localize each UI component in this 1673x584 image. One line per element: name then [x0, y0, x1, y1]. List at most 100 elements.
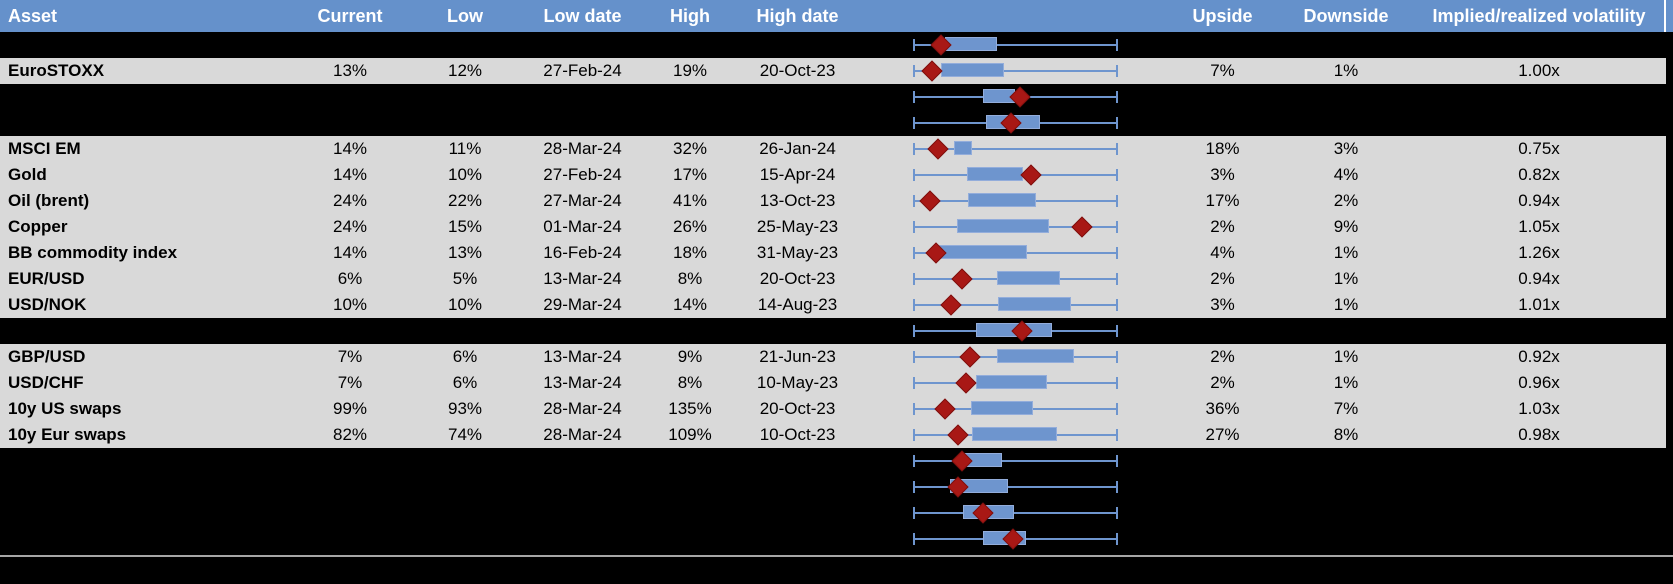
table-row: EUR/USD 6% 5% 13-Mar-24 8% 20-Oct-23 2% 1% 0.94x: [0, 266, 1666, 292]
header-current: Current: [317, 6, 383, 26]
cell-low-date: 28-Mar-24: [543, 139, 622, 158]
range-boxplot: [913, 240, 1118, 266]
current-value-diamond-marker: [951, 268, 973, 290]
current-value-diamond-marker: [927, 138, 949, 160]
cell-low: 93%: [447, 399, 483, 418]
cell-asset: 10y US swaps: [8, 399, 122, 418]
cell-current: 7%: [337, 347, 363, 366]
cell-downside: 8%: [1333, 425, 1359, 444]
cell-low-date: 13-Mar-24: [543, 373, 622, 392]
cell-upside: 2%: [1210, 347, 1235, 366]
cell-current: 14%: [332, 165, 368, 184]
cell-upside: 36%: [1205, 399, 1240, 418]
cell-downside: 7%: [1333, 399, 1359, 418]
cell-upside: 17%: [1205, 191, 1240, 210]
cell-downside: 1%: [1333, 373, 1359, 392]
cell-asset: 10y Eur swaps: [8, 425, 127, 444]
table-row: [0, 84, 1666, 110]
range-boxplot: [913, 32, 1118, 58]
cell-high-date: 14-Aug-23: [757, 295, 838, 314]
cell-upside: 2%: [1210, 373, 1235, 392]
whisker-right-cap: [1116, 351, 1118, 363]
cell-low-date: 01-Mar-24: [543, 217, 622, 236]
cell-low: 6%: [452, 373, 478, 392]
cell-implied-realized-volatility: 0.94x: [1518, 191, 1560, 210]
cell-implied-realized-volatility: 1.26x: [1518, 243, 1560, 262]
header-low: Low: [447, 6, 483, 26]
whisker-left-cap: [913, 481, 915, 493]
whisker-line: [913, 148, 1118, 150]
interquartile-box: [954, 141, 973, 155]
whisker-right-cap: [1116, 247, 1118, 259]
cell-current: 7%: [337, 373, 363, 392]
cell-asset: Copper: [8, 217, 68, 236]
range-boxplot: [913, 136, 1118, 162]
cell-downside: 1%: [1333, 269, 1359, 288]
whisker-left-cap: [913, 273, 915, 285]
whisker-left-cap: [913, 351, 915, 363]
cell-low-date: 28-Mar-24: [543, 399, 622, 418]
cell-low: 11%: [448, 139, 482, 158]
cell-high-date: 20-Oct-23: [759, 61, 836, 80]
cell-high: 19%: [672, 61, 708, 80]
range-boxplot: [913, 448, 1118, 474]
whisker-left-cap: [913, 221, 915, 233]
whisker-left-cap: [913, 403, 915, 415]
cell-downside: 4%: [1333, 165, 1359, 184]
whisker-left-cap: [913, 377, 915, 389]
table-row: Copper 24% 15% 01-Mar-24 26% 25-May-23 2% 9% 1.0…: [0, 214, 1666, 240]
table-row: USD/NOK 10% 10% 29-Mar-24 14% 14-Aug-23 3% 1% 1.…: [0, 292, 1666, 318]
range-boxplot: [913, 474, 1118, 500]
current-value-diamond-marker: [947, 424, 969, 446]
cell-implied-realized-volatility: 0.75x: [1518, 139, 1560, 158]
whisker-left-cap: [913, 533, 915, 545]
cell-high-date: 25-May-23: [756, 217, 839, 236]
current-value-diamond-marker: [921, 60, 943, 82]
whisker-right-cap: [1116, 65, 1118, 77]
whisker-right-cap: [1116, 91, 1118, 103]
cell-high-date: 21-Jun-23: [759, 347, 836, 366]
header-low-date: Low date: [543, 6, 622, 26]
cell-asset: Oil (brent): [8, 191, 90, 210]
whisker-right-cap: [1116, 39, 1118, 51]
cell-implied-realized-volatility: 0.92x: [1518, 347, 1560, 366]
cell-high-date: 10-Oct-23: [759, 425, 836, 444]
whisker-right-cap: [1116, 221, 1118, 233]
cell-upside: 27%: [1205, 425, 1240, 444]
whisker-right-cap: [1116, 403, 1118, 415]
range-boxplot: [913, 266, 1118, 292]
whisker-left-cap: [913, 507, 915, 519]
cell-low-date: 27-Feb-24: [543, 61, 622, 80]
cell-upside: 7%: [1210, 61, 1235, 80]
whisker-right-cap: [1116, 455, 1118, 467]
cell-implied-realized-volatility: 1.05x: [1518, 217, 1560, 236]
whisker-right-cap: [1116, 273, 1118, 285]
table-body: EuroSTOXX 13% 12% 27-Feb-24 19% 20-Oct-23 7% 1%…: [0, 32, 1673, 552]
header-high-date: High date: [756, 6, 839, 26]
table-row: [0, 32, 1666, 58]
cell-current: 13%: [332, 61, 368, 80]
table-row: [0, 448, 1666, 474]
header-implied-realized-volatility: Implied/realized volatility: [1432, 6, 1646, 26]
cell-upside: 3%: [1210, 295, 1235, 314]
range-boxplot: [913, 110, 1118, 136]
table-row: MSCI EM 14% 11% 28-Mar-24 32% 26-Jan-24 18% 3% 0…: [0, 136, 1666, 162]
header-upside: Upside: [1192, 6, 1253, 26]
interquartile-box: [972, 427, 1057, 441]
current-value-diamond-marker: [934, 398, 956, 420]
whisker-right-cap: [1116, 325, 1118, 337]
cell-low: 5%: [452, 269, 478, 288]
cell-current: 99%: [332, 399, 368, 418]
cell-current: 6%: [337, 269, 363, 288]
range-boxplot: [913, 396, 1118, 422]
interquartile-box: [997, 271, 1060, 285]
interquartile-box: [939, 245, 1027, 259]
cell-high: 14%: [672, 295, 708, 314]
cell-implied-realized-volatility: 1.01x: [1518, 295, 1560, 314]
whisker-right-cap: [1116, 143, 1118, 155]
range-boxplot: [913, 500, 1118, 526]
cell-low-date: 13-Mar-24: [543, 347, 622, 366]
cell-asset: USD/NOK: [8, 295, 87, 314]
whisker-left-cap: [913, 325, 915, 337]
